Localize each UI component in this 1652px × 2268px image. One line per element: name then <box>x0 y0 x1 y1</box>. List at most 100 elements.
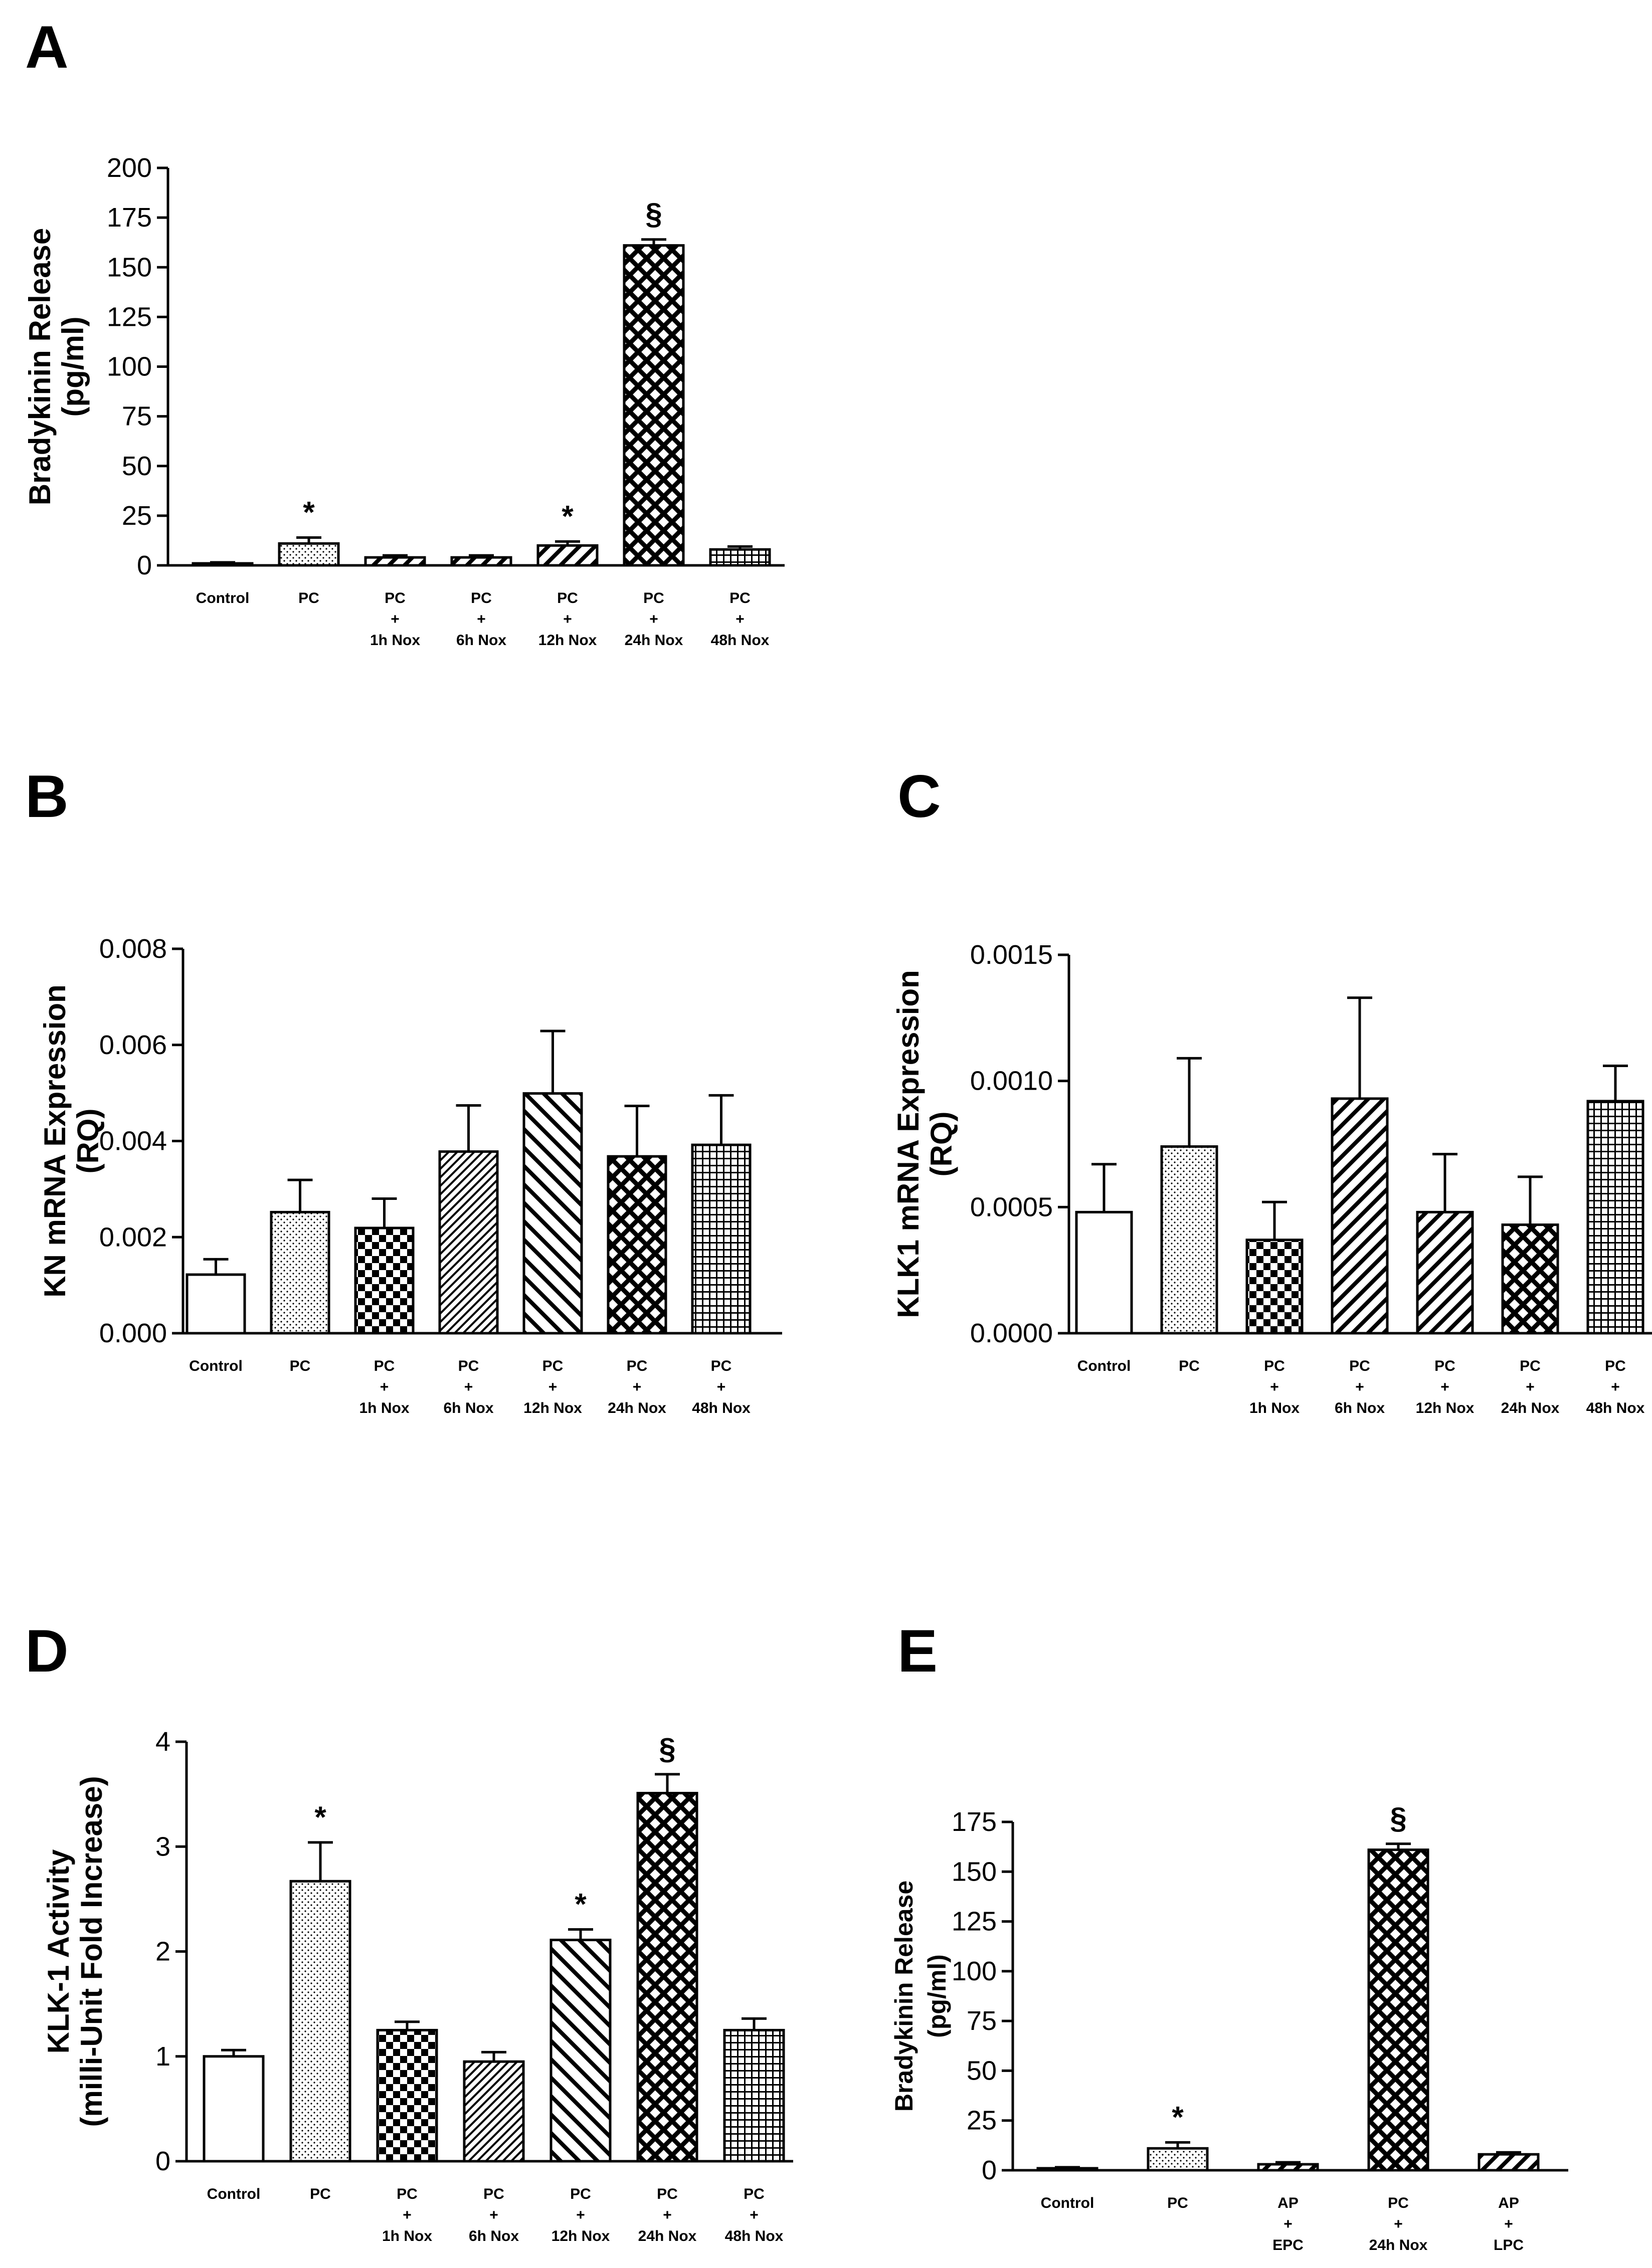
chart-e-category-label-5: AP <box>1498 2195 1519 2211</box>
chart-e-y-label-line-2: (pg/ml) <box>923 1954 951 2038</box>
chart-a-y-tick-label: 150 <box>107 252 152 282</box>
chart-e-bar-4 <box>1367 1848 1429 2172</box>
chart-e-category-label-5: + <box>1504 2216 1513 2232</box>
chart-d-y-tick-label: 4 <box>155 1727 170 1757</box>
chart-d-y-label-line-1: KLK-1 Activity <box>42 1849 75 2053</box>
chart-b-y-label-line-2: (RQ) <box>71 1109 105 1174</box>
chart-a-bradykinin-release: 0 25 50 75 100 125 150 175 200 Bradykinin Release… <box>23 153 785 649</box>
chart-b-bar-6 <box>607 1155 667 1335</box>
chart-b-y-tick-label: 0.002 <box>99 1222 167 1252</box>
chart-b-category-label-7: PC <box>711 1358 732 1374</box>
chart-d-bar-5 <box>549 1938 612 2163</box>
chart-e-y-tick-label: 150 <box>952 1857 997 1887</box>
chart-e-bar-2 <box>1147 2147 1209 2172</box>
chart-b-bar-2 <box>270 1210 330 1335</box>
chart-b-category-label-3: + <box>380 1379 389 1395</box>
chart-a-category-label-7: 48h Nox <box>711 632 770 649</box>
chart-a-category-label-7: PC <box>729 590 751 606</box>
chart-a-annotation-6: § <box>645 197 662 231</box>
chart-b-y-tick-label: 0.000 <box>99 1318 167 1348</box>
chart-a-bar-1 <box>192 562 254 567</box>
chart-d-bar-7 <box>723 2028 785 2163</box>
chart-a-category-label-6: + <box>649 611 658 628</box>
chart-c-bar-3 <box>1245 1239 1304 1335</box>
chart-d-klk1-activity: 0 1 2 3 4 KLK-1 Activity (milli-Unit Fold Incr… <box>42 1727 793 2244</box>
chart-e-bradykinin-release: 0 25 50 75 100 125 150 175 Bradykinin Release (pg… <box>890 1802 1568 2253</box>
chart-e-category-label-5: LPC <box>1494 2237 1524 2253</box>
chart-a-bar-4 <box>450 556 512 567</box>
chart-e-y-tick-label: 175 <box>952 1807 997 1837</box>
chart-e-y-label-line-1: Bradykinin Release <box>890 1881 918 2112</box>
chart-c-bar-4 <box>1331 1097 1389 1335</box>
chart-a-category-label-3: + <box>391 611 400 628</box>
chart-d-category-label-6: 24h Nox <box>638 2228 697 2244</box>
chart-e-y-tick-label: 50 <box>967 2055 997 2086</box>
chart-a-category-label-4: + <box>477 611 486 628</box>
chart-d-category-label-3: PC <box>397 2186 418 2202</box>
chart-b-bar-7 <box>691 1143 752 1335</box>
chart-e-bar-5 <box>1478 2153 1540 2172</box>
chart-c-category-label-4: PC <box>1349 1358 1370 1374</box>
chart-b-bar-1 <box>186 1273 246 1335</box>
chart-c-category-label-5: + <box>1440 1379 1449 1395</box>
chart-d-category-label-4: + <box>489 2207 498 2223</box>
chart-c-category-label-7: 48h Nox <box>1586 1400 1645 1416</box>
chart-a-category-label-6: PC <box>643 590 664 606</box>
chart-a-bar-3 <box>364 556 426 567</box>
chart-c-y-tick-label: 0.0005 <box>970 1192 1053 1222</box>
chart-c-bar-1 <box>1075 1210 1133 1335</box>
chart-b-y-tick-label: 0.004 <box>99 1126 167 1156</box>
chart-b-category-label-4: + <box>464 1379 473 1395</box>
chart-d-bar-1 <box>203 2055 265 2163</box>
chart-d-y-tick-label: 1 <box>155 2041 170 2072</box>
chart-c-category-label-5: PC <box>1434 1358 1455 1374</box>
chart-e-y-tick-label: 25 <box>967 2106 997 2136</box>
chart-e-y-tick-label: 0 <box>982 2155 997 2185</box>
chart-d-y-tick-label: 0 <box>155 2146 170 2176</box>
chart-b-bar-5 <box>522 1092 583 1335</box>
chart-c-y-label-line-2: (RQ) <box>925 1112 958 1177</box>
chart-a-category-label-3: 1h Nox <box>370 632 420 649</box>
chart-a-annotation-2: * <box>303 495 315 529</box>
chart-b-y-tick-label: 0.006 <box>99 1030 167 1060</box>
chart-d-category-label-4: PC <box>483 2186 504 2202</box>
chart-d-category-label-7: PC <box>744 2186 765 2202</box>
chart-b-category-label-3: 1h Nox <box>359 1400 409 1416</box>
chart-c-category-label-6: + <box>1526 1379 1535 1395</box>
chart-c-category-label-7: + <box>1611 1379 1620 1395</box>
chart-a-category-label-5: + <box>563 611 572 628</box>
chart-b-category-label-5: + <box>548 1379 558 1395</box>
chart-a-y-tick-label: 0 <box>137 550 152 580</box>
chart-a-category-label-5: PC <box>557 590 578 606</box>
chart-c-bar-5 <box>1416 1210 1474 1335</box>
chart-c-category-label-2: PC <box>1179 1358 1200 1374</box>
chart-c-category-label-4: + <box>1355 1379 1364 1395</box>
chart-c-y-tick-label: 0.0010 <box>970 1066 1053 1096</box>
chart-d-y-label-line-2: (milli-Unit Fold Increase) <box>75 1776 108 2127</box>
chart-a-category-label-2: PC <box>298 590 319 606</box>
chart-e-category-label-4: + <box>1394 2216 1403 2232</box>
chart-c-category-label-4: 6h Nox <box>1335 1400 1385 1416</box>
chart-a-y-tick-label: 175 <box>107 202 152 233</box>
chart-a-y-tick-label: 125 <box>107 302 152 332</box>
chart-d-bar-4 <box>463 2060 525 2163</box>
chart-c-y-tick-label: 0.0000 <box>970 1318 1053 1348</box>
chart-c-category-label-3: + <box>1270 1379 1279 1395</box>
chart-b-kn-mrna-expression: 0.000 0.002 0.004 0.006 0.008 KN mRNA Express… <box>38 934 782 1416</box>
chart-e-annotation-4: § <box>1390 1802 1406 1835</box>
chart-d-category-label-7: + <box>750 2207 759 2223</box>
chart-c-category-label-5: 12h Nox <box>1416 1400 1475 1416</box>
panel-label-b: B <box>25 763 69 830</box>
chart-e-y-tick-label: 125 <box>952 1907 997 1937</box>
chart-b-y-tick-label: 0.008 <box>99 934 167 964</box>
chart-c-category-label-1: Control <box>1077 1358 1131 1374</box>
panel-label-e: E <box>897 1617 938 1685</box>
chart-d-category-label-1: Control <box>207 2186 261 2202</box>
chart-b-category-label-2: PC <box>290 1358 311 1374</box>
chart-a-category-label-4: 6h Nox <box>456 632 506 649</box>
chart-c-category-label-7: PC <box>1605 1358 1626 1374</box>
chart-b-category-label-4: PC <box>458 1358 479 1374</box>
chart-d-y-tick-label: 3 <box>155 1831 170 1862</box>
chart-b-category-label-6: PC <box>627 1358 648 1374</box>
